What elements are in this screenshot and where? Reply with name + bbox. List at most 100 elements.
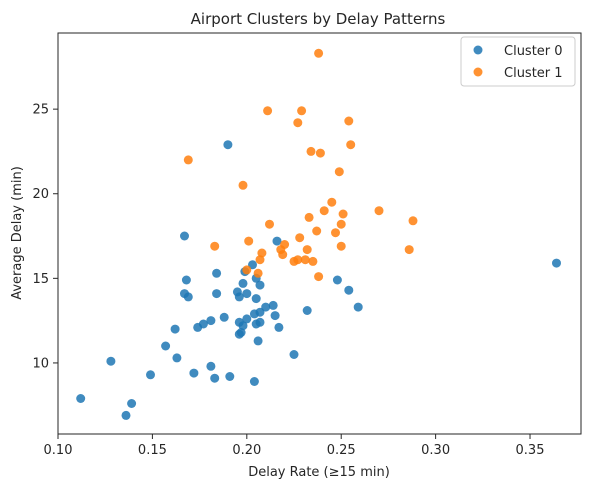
point-cluster-0	[181, 275, 191, 285]
y-tick-label: 10	[32, 356, 49, 371]
point-cluster-0	[302, 306, 312, 315]
legend-label-cluster-1: Cluster 1	[504, 66, 563, 81]
point-cluster-0	[146, 370, 155, 380]
point-cluster-1	[183, 155, 193, 165]
point-cluster-1	[327, 197, 337, 207]
x-tick-label: 0.20	[232, 443, 261, 458]
point-cluster-0	[242, 289, 252, 299]
point-cluster-1	[344, 116, 354, 126]
point-cluster-1	[242, 265, 252, 275]
point-cluster-1	[297, 106, 307, 116]
point-cluster-0	[172, 353, 182, 363]
point-cluster-1	[306, 146, 316, 156]
point-cluster-1	[278, 250, 288, 260]
point-cluster-1	[265, 219, 274, 229]
x-axis-label: Delay Rate (≥15 min)	[248, 465, 390, 480]
point-cluster-0	[353, 302, 363, 312]
point-cluster-0	[76, 394, 86, 403]
legend-marker-cluster-0	[473, 45, 483, 55]
point-cluster-1	[312, 226, 322, 236]
point-cluster-1	[300, 255, 310, 265]
point-cluster-0	[552, 258, 561, 268]
point-cluster-0	[344, 285, 354, 295]
point-cluster-1	[302, 245, 312, 255]
point-cluster-1	[293, 255, 303, 265]
point-cluster-0	[212, 268, 222, 278]
point-cluster-0	[332, 275, 342, 285]
legend-label-cluster-0: Cluster 0	[504, 44, 563, 59]
point-cluster-0	[198, 319, 208, 329]
point-cluster-0	[268, 300, 278, 310]
points-layer	[76, 48, 561, 420]
point-cluster-0	[219, 312, 229, 322]
point-cluster-1	[315, 148, 325, 158]
x-axis: 0.10 0.15 0.20 0.25 0.30 0.35	[44, 434, 545, 458]
x-tick-label: 0.35	[516, 443, 545, 458]
point-cluster-1	[319, 206, 329, 216]
point-cluster-0	[183, 292, 193, 302]
point-cluster-1	[346, 140, 356, 150]
point-cluster-1	[336, 241, 346, 251]
point-cluster-0	[212, 289, 222, 299]
legend-box	[460, 36, 576, 87]
point-cluster-1	[210, 241, 220, 251]
y-axis: 10 15 20 25	[32, 103, 58, 371]
point-cluster-0	[210, 373, 220, 383]
y-tick-label: 20	[32, 187, 49, 202]
point-cluster-0	[180, 231, 189, 241]
point-cluster-0	[234, 292, 244, 302]
chart-title: Airport Clusters by Delay Patterns	[191, 10, 446, 28]
point-cluster-1	[304, 212, 314, 222]
legend-marker-cluster-1	[473, 67, 483, 77]
point-cluster-0	[255, 317, 265, 327]
point-cluster-0	[225, 372, 235, 381]
point-cluster-1	[336, 219, 346, 229]
point-cluster-1	[244, 236, 254, 246]
point-cluster-1	[295, 233, 305, 243]
point-cluster-1	[293, 118, 303, 128]
y-tick-label: 25	[32, 103, 49, 118]
point-cluster-1	[308, 256, 318, 266]
point-cluster-1	[331, 228, 340, 238]
point-cluster-0	[242, 314, 252, 324]
point-cluster-0	[206, 316, 216, 326]
point-cluster-1	[314, 48, 324, 58]
plot-area	[57, 32, 582, 435]
point-cluster-1	[257, 248, 267, 258]
x-tick-label: 0.15	[138, 443, 167, 458]
point-cluster-1	[334, 167, 344, 177]
point-cluster-1	[408, 216, 418, 226]
point-cluster-0	[261, 302, 271, 312]
point-cluster-0	[238, 278, 248, 288]
point-cluster-0	[249, 377, 259, 386]
point-cluster-0	[161, 341, 171, 351]
y-tick-label: 15	[32, 272, 49, 287]
point-cluster-0	[238, 321, 248, 331]
y-axis-label: Average Delay (min)	[10, 166, 25, 300]
point-cluster-0	[274, 322, 284, 332]
x-tick-label: 0.30	[421, 443, 450, 458]
point-cluster-1	[374, 206, 384, 216]
point-cluster-1	[253, 268, 263, 278]
point-cluster-0	[234, 329, 244, 339]
point-cluster-0	[127, 399, 137, 408]
point-cluster-0	[253, 336, 263, 346]
legend: Cluster 0 Cluster 1	[460, 36, 576, 87]
point-cluster-0	[206, 361, 216, 371]
point-cluster-0	[272, 236, 282, 246]
point-cluster-1	[263, 106, 273, 116]
point-cluster-1	[280, 240, 290, 249]
point-cluster-0	[270, 311, 280, 321]
point-cluster-0	[251, 294, 261, 304]
point-cluster-0	[121, 410, 131, 420]
point-cluster-0	[189, 368, 199, 378]
point-cluster-0	[255, 280, 265, 290]
x-tick-label: 0.10	[44, 443, 73, 458]
point-cluster-0	[223, 140, 233, 150]
point-cluster-1	[338, 209, 348, 219]
point-cluster-1	[404, 245, 414, 255]
point-cluster-0	[170, 324, 180, 334]
point-cluster-1	[238, 180, 248, 190]
point-cluster-0	[106, 356, 116, 366]
x-tick-label: 0.25	[327, 443, 356, 458]
